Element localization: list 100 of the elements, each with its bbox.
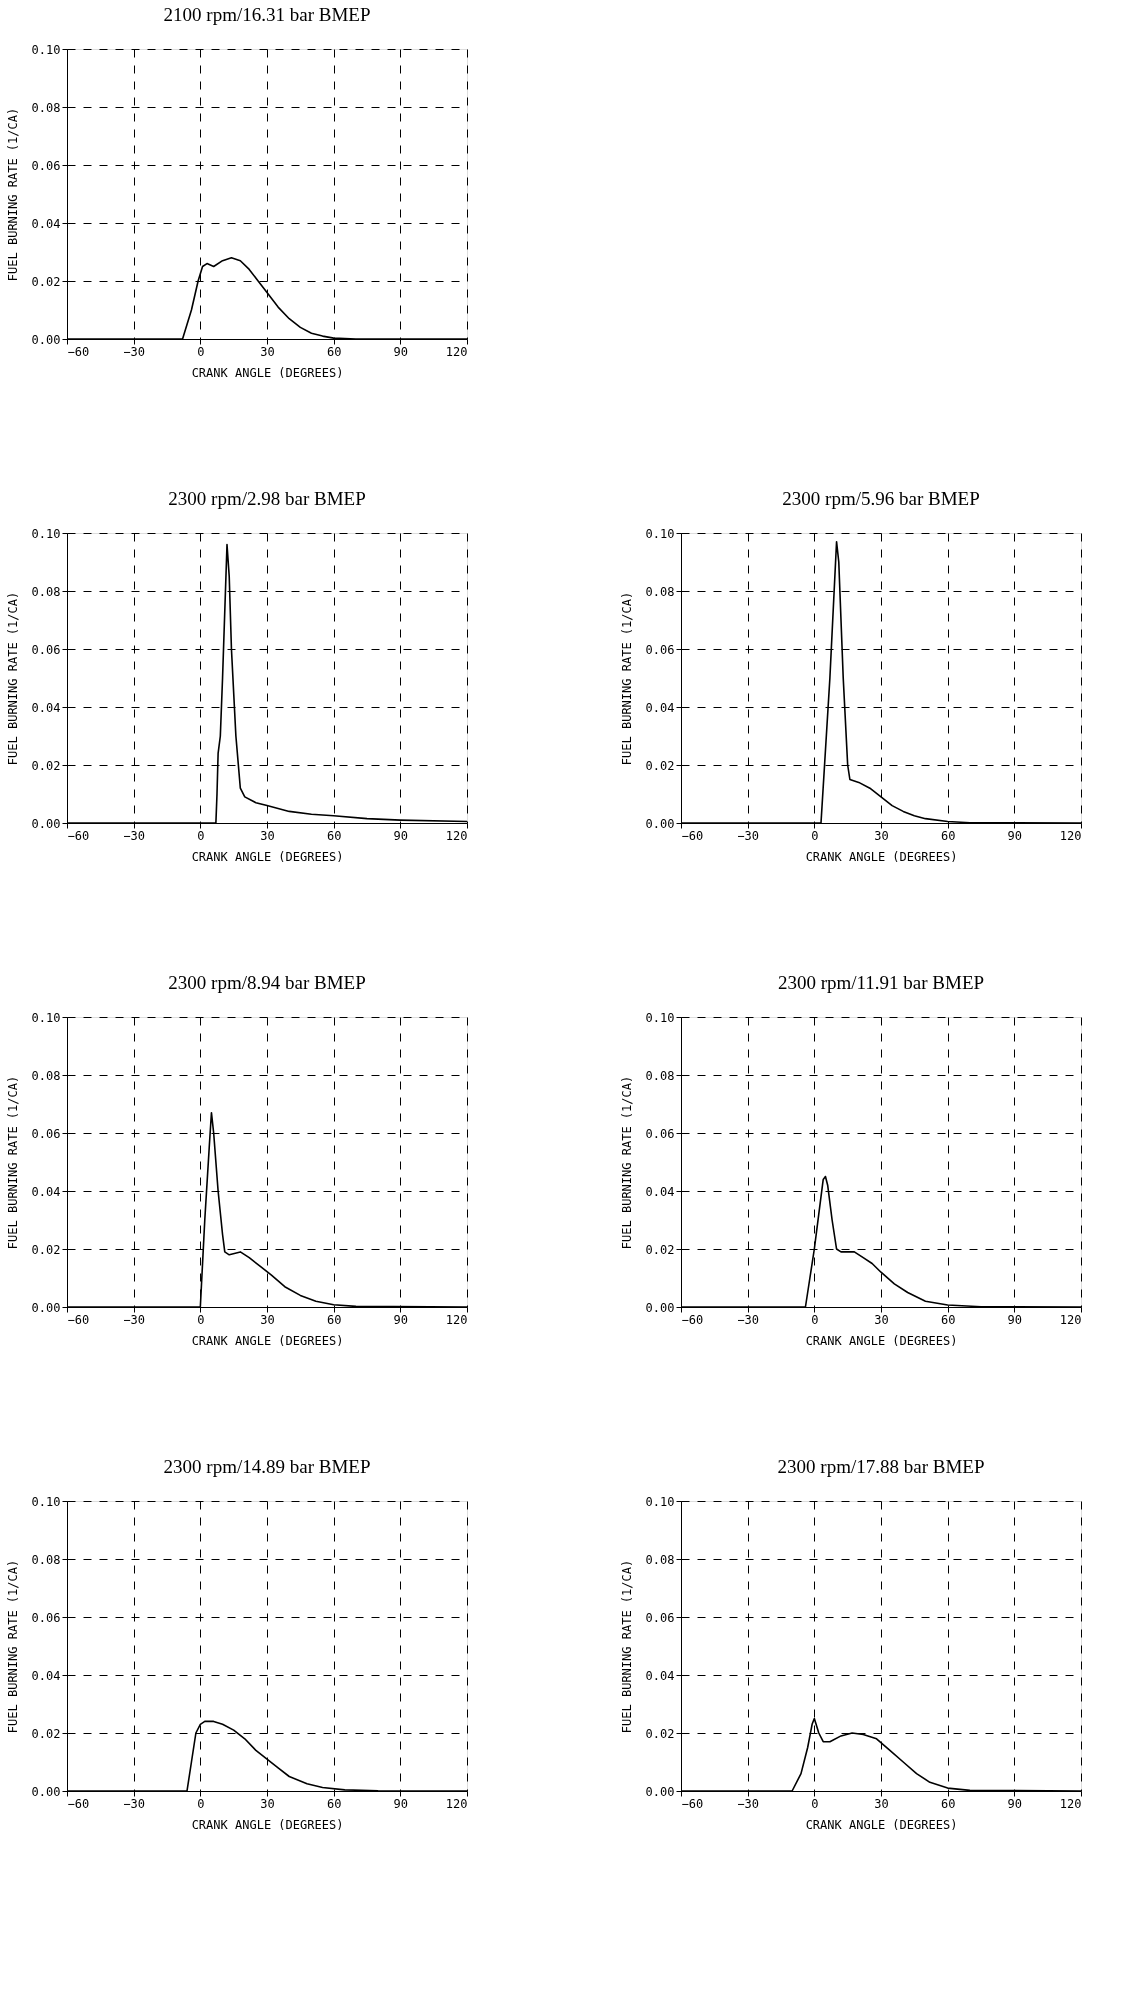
x-tick-label: 30	[874, 828, 889, 843]
y-tick-label: 0.04	[31, 1184, 61, 1199]
y-tick-label: 0.04	[645, 1184, 675, 1199]
y-tick-label: 0.02	[31, 274, 61, 289]
x-tick-label: 60	[326, 1312, 342, 1327]
y-tick-label: 0.00	[645, 816, 675, 831]
x-tick-label: 120	[445, 344, 468, 359]
x-tick-label: −60	[67, 828, 90, 843]
chart-title: 2300 rpm/14.89 bar BMEP	[163, 1456, 371, 1477]
y-tick-label: 0.04	[645, 700, 675, 715]
chart-title: 2300 rpm/11.91 bar BMEP	[777, 972, 985, 993]
x-tick-label: 60	[940, 1796, 956, 1811]
y-tick-label: 0.08	[31, 100, 61, 115]
y-tick-label: 0.04	[31, 700, 61, 715]
y-axis-title: FUEL BURNING RATE (1/CA)	[619, 1075, 634, 1250]
chart-title: 2300 rpm/5.96 bar BMEP	[782, 488, 980, 509]
x-tick-label: 60	[326, 828, 342, 843]
chart-title: 2300 rpm/8.94 bar BMEP	[168, 972, 366, 993]
x-tick-label: −30	[123, 1312, 146, 1327]
y-tick-label: 0.06	[31, 1610, 61, 1625]
x-tick-label: 0	[811, 1312, 819, 1327]
y-tick-label: 0.06	[645, 642, 675, 657]
x-tick-label: −60	[681, 1796, 704, 1811]
x-tick-label: −60	[67, 1796, 90, 1811]
x-tick-label: −60	[681, 828, 704, 843]
x-tick-label: 0	[197, 344, 205, 359]
x-tick-label: 30	[260, 828, 275, 843]
y-tick-label: 0.10	[31, 526, 61, 541]
x-tick-label: −60	[67, 1312, 90, 1327]
y-tick-label: 0.04	[645, 1668, 675, 1683]
x-tick-label: −30	[737, 828, 760, 843]
x-tick-label: 0	[197, 828, 205, 843]
x-axis-title: CRANK ANGLE (DEGREES)	[805, 1817, 958, 1832]
y-tick-label: 0.10	[31, 1494, 61, 1509]
y-axis-title: FUEL BURNING RATE (1/CA)	[5, 1559, 20, 1734]
y-tick-label: 0.06	[31, 642, 61, 657]
x-tick-label: 0	[811, 1796, 819, 1811]
y-tick-label: 0.06	[645, 1126, 675, 1141]
y-tick-label: 0.02	[645, 758, 675, 773]
x-tick-label: 90	[393, 1796, 409, 1811]
chart-title: 2300 rpm/2.98 bar BMEP	[168, 488, 366, 509]
x-tick-label: −30	[123, 828, 146, 843]
chart-title: 2300 rpm/17.88 bar BMEP	[777, 1456, 985, 1477]
x-axis-title: CRANK ANGLE (DEGREES)	[805, 849, 958, 864]
y-tick-label: 0.10	[645, 1494, 675, 1509]
y-tick-label: 0.06	[31, 158, 61, 173]
y-tick-label: 0.10	[645, 1010, 675, 1025]
y-tick-label: 0.02	[31, 1726, 61, 1741]
x-tick-label: 120	[445, 1796, 468, 1811]
x-tick-label: 90	[1007, 828, 1023, 843]
y-axis-title: FUEL BURNING RATE (1/CA)	[5, 591, 20, 766]
x-tick-label: 30	[260, 1312, 275, 1327]
y-tick-label: 0.08	[645, 1068, 675, 1083]
x-tick-label: 120	[1059, 1796, 1082, 1811]
y-tick-label: 0.08	[31, 584, 61, 599]
x-axis-title: CRANK ANGLE (DEGREES)	[191, 365, 344, 380]
x-tick-label: 120	[445, 828, 468, 843]
y-tick-label: 0.00	[645, 1300, 675, 1315]
y-tick-label: 0.04	[31, 1668, 61, 1683]
x-axis-title: CRANK ANGLE (DEGREES)	[805, 1333, 958, 1348]
x-tick-label: 0	[197, 1796, 205, 1811]
x-tick-label: 30	[874, 1796, 889, 1811]
x-tick-label: −30	[123, 1796, 146, 1811]
y-tick-label: 0.08	[31, 1552, 61, 1567]
x-tick-label: 120	[1059, 828, 1082, 843]
y-tick-label: 0.00	[31, 1784, 61, 1799]
y-tick-label: 0.02	[645, 1242, 675, 1257]
y-tick-label: 0.00	[31, 816, 61, 831]
chart-title: 2100 rpm/16.31 bar BMEP	[163, 4, 371, 25]
x-tick-label: 90	[1007, 1312, 1023, 1327]
x-axis-title: CRANK ANGLE (DEGREES)	[191, 849, 344, 864]
y-tick-label: 0.10	[645, 526, 675, 541]
x-tick-label: 90	[393, 344, 409, 359]
x-tick-label: 60	[940, 1312, 956, 1327]
x-tick-label: 90	[393, 1312, 409, 1327]
x-tick-label: −60	[681, 1312, 704, 1327]
y-axis-title: FUEL BURNING RATE (1/CA)	[5, 1075, 20, 1250]
y-tick-label: 0.02	[645, 1726, 675, 1741]
y-tick-label: 0.00	[645, 1784, 675, 1799]
x-tick-label: −60	[67, 344, 90, 359]
x-tick-label: 30	[874, 1312, 889, 1327]
x-tick-label: 60	[940, 828, 956, 843]
y-tick-label: 0.02	[31, 758, 61, 773]
x-tick-label: 60	[326, 1796, 342, 1811]
y-axis-title: FUEL BURNING RATE (1/CA)	[619, 1559, 634, 1734]
y-tick-label: 0.06	[31, 1126, 61, 1141]
y-tick-label: 0.00	[31, 1300, 61, 1315]
x-tick-label: 90	[393, 828, 409, 843]
x-tick-label: −30	[737, 1796, 760, 1811]
y-axis-title: FUEL BURNING RATE (1/CA)	[5, 107, 20, 282]
y-tick-label: 0.08	[645, 1552, 675, 1567]
x-tick-label: −30	[123, 344, 146, 359]
y-tick-label: 0.06	[645, 1610, 675, 1625]
x-tick-label: 120	[1059, 1312, 1082, 1327]
x-tick-label: 120	[445, 1312, 468, 1327]
x-tick-label: −30	[737, 1312, 760, 1327]
x-tick-label: 90	[1007, 1796, 1023, 1811]
y-tick-label: 0.02	[31, 1242, 61, 1257]
x-axis-title: CRANK ANGLE (DEGREES)	[191, 1817, 344, 1832]
y-tick-label: 0.04	[31, 216, 61, 231]
